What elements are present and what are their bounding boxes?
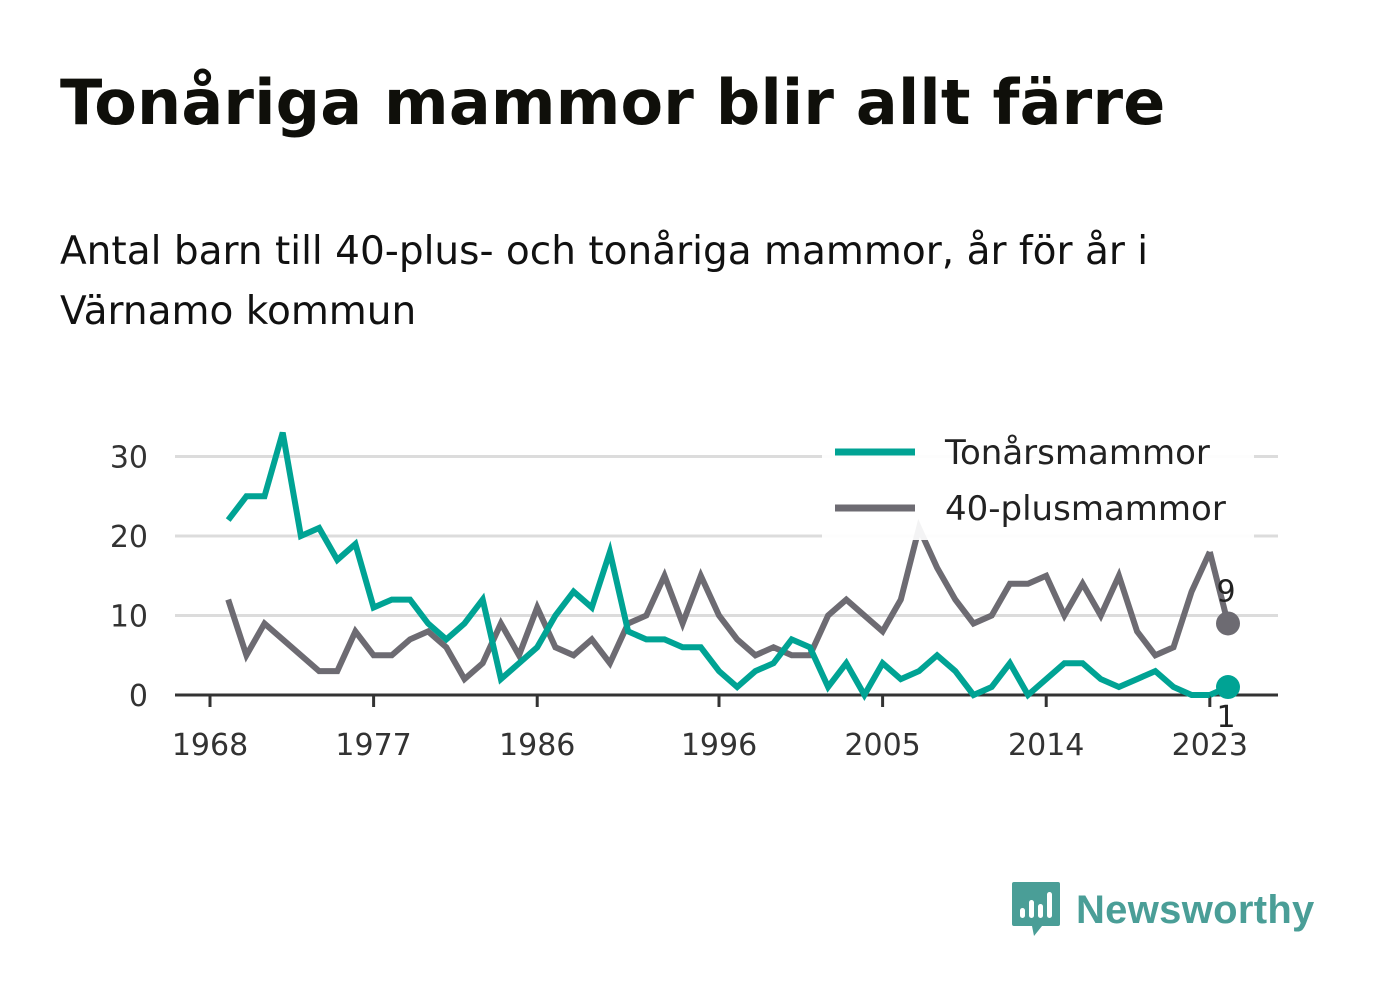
end-point-tonarsmammor <box>1216 675 1240 700</box>
x-tick-label-2023: 2023 <box>1172 728 1248 763</box>
axes: 0 10 20 30 1968 1977 1986 1996 2005 2014 2023 <box>110 441 1278 763</box>
x-tick-label-1968: 1968 <box>172 728 248 763</box>
x-tick-label-1996: 1996 <box>681 728 757 763</box>
y-tick-label-10: 10 <box>110 600 148 635</box>
series-end-segment-40-plusmammor <box>1206 551 1231 625</box>
brand-name: Newsworthy <box>1076 887 1315 932</box>
x-tick-label-1986: 1986 <box>499 728 575 763</box>
legend-label-40-plusmammor: 40-plusmammor <box>945 489 1226 529</box>
chart-subtitle: Antal barn till 40-plus- och tonåriga ma… <box>60 229 1149 334</box>
x-tick-label-2014: 2014 <box>1008 728 1084 763</box>
end-label-tonarsmammor: 1 <box>1216 700 1235 735</box>
y-tick-label-0: 0 <box>129 679 148 714</box>
chart-title: Tonåriga mammor blir allt färre <box>60 66 1166 139</box>
series-line-tonarsmammor <box>225 431 1210 702</box>
x-tick-label-1977: 1977 <box>335 728 411 763</box>
newsworthy-logo-icon <box>1012 882 1060 936</box>
series-lines <box>225 431 1231 702</box>
end-point-40-plusmammor <box>1216 611 1240 636</box>
end-point-markers: 91 <box>1216 574 1240 735</box>
legend-background <box>822 425 1254 540</box>
series-line-40-plusmammor <box>225 518 1213 684</box>
x-tick-label-2005: 2005 <box>844 728 920 763</box>
brand-logo: Newsworthy <box>1010 880 1315 940</box>
legend: Tonårsmammor 40-plusmammor <box>822 425 1254 540</box>
y-tick-label-20: 20 <box>110 520 148 555</box>
legend-label-tonarsmammor: Tonårsmammor <box>944 433 1210 473</box>
y-tick-label-30: 30 <box>110 441 148 476</box>
end-label-40-plusmammor: 9 <box>1216 574 1235 609</box>
